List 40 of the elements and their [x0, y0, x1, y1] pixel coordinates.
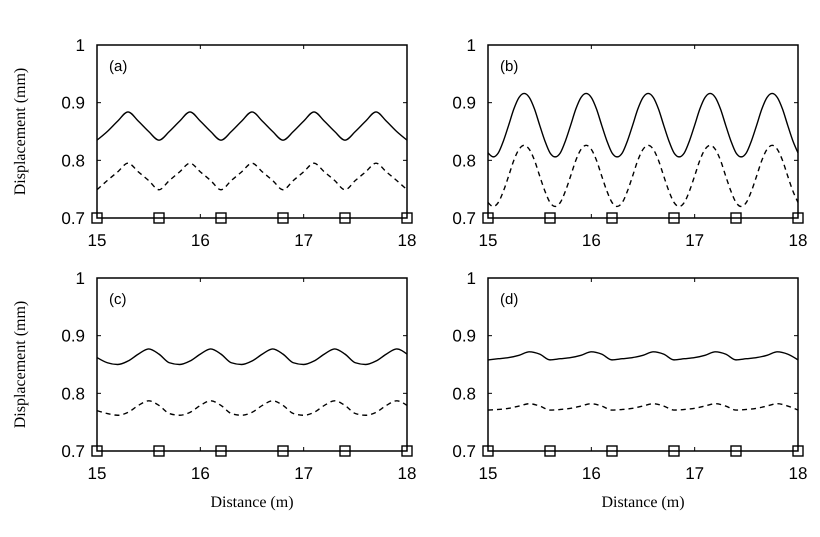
y-tick-label: 0.9 [452, 326, 476, 346]
y-tick-label: 1 [76, 268, 85, 288]
x-tick-label: 18 [398, 231, 416, 250]
y-tick-label: 0.7 [61, 442, 85, 461]
x-tick-label: 16 [190, 231, 210, 250]
annotation: (b) [500, 58, 518, 75]
x-tick-label: 16 [582, 231, 601, 250]
y-tick-label: 0.7 [61, 208, 85, 228]
annotation: (a) [109, 58, 128, 75]
y-axis-title: Displacement (mm) [12, 68, 29, 196]
y-tick-label: 0.8 [452, 384, 476, 404]
y-tick-label: 0.9 [61, 94, 85, 113]
y-tick-label: 0.8 [61, 151, 85, 170]
annotation: (c) [109, 291, 126, 308]
y-axis-title: Displacement (mm) [12, 300, 29, 428]
x-tick-label: 18 [788, 464, 808, 483]
x-tick-label: 15 [88, 231, 106, 250]
x-tick-label: 15 [478, 464, 498, 483]
y-tick-label: 1 [466, 36, 476, 55]
x-tick-label: 15 [478, 231, 498, 250]
y-tick-label: 0.8 [61, 384, 85, 404]
x-tick-label: 17 [294, 231, 314, 250]
x-tick-label: 16 [190, 464, 210, 483]
x-tick-label: 18 [788, 231, 808, 250]
x-tick-label: 17 [685, 231, 704, 250]
x-tick-label: 15 [88, 464, 106, 483]
x-tick-label: 17 [685, 464, 704, 483]
y-tick-label: 0.9 [452, 94, 476, 113]
x-tick-label: 16 [582, 464, 601, 483]
y-tick-label: 1 [76, 36, 85, 55]
x-tick-label: 18 [398, 464, 416, 483]
y-tick-label: 0.9 [61, 326, 85, 346]
x-axis-title: Distance (m) [210, 494, 294, 511]
y-tick-label: 0.8 [452, 151, 476, 170]
x-axis-title: Distance (m) [601, 494, 685, 511]
y-tick-label: 1 [466, 268, 476, 288]
x-tick-label: 17 [294, 464, 314, 483]
y-tick-label: 0.7 [452, 208, 476, 228]
y-tick-label: 0.7 [452, 442, 476, 461]
annotation: (d) [500, 291, 518, 308]
